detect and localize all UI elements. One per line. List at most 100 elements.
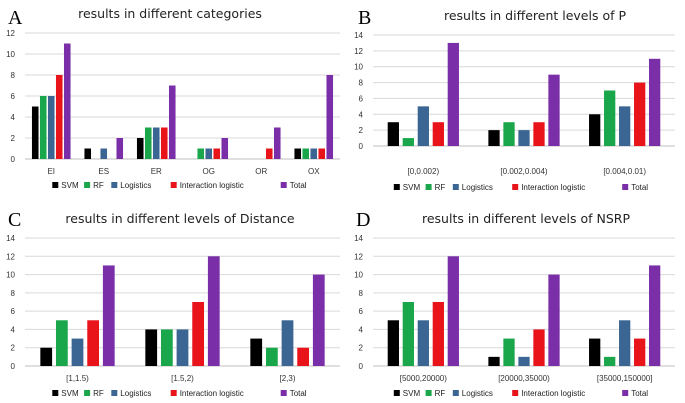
panel-c: C results in different levels of Distanc… [6, 209, 340, 398]
bar-logistics-er [152, 127, 160, 159]
bar-svm--5000-20000- [387, 320, 399, 366]
legend-item-interaction-logistic: Interaction logistic [512, 183, 585, 192]
legend-swatch [84, 390, 91, 396]
bar-total-er [168, 85, 176, 159]
legend-label: Total [631, 389, 648, 398]
bar-total--1-5-2- [207, 256, 220, 366]
legend-label: Interaction logistic [521, 183, 585, 192]
legend-swatch [622, 184, 629, 190]
bar-total-or [273, 127, 281, 159]
bar-total-ei [63, 43, 71, 159]
bar-svm--1-1-5- [40, 347, 53, 366]
y-tick-label: 4 [359, 325, 364, 334]
x-axis-labels: EI ES ER OG OR OX [47, 167, 320, 176]
legend-swatch [111, 182, 118, 188]
legend-swatch [452, 390, 459, 396]
chart-title: results in different categories [78, 6, 262, 21]
bar-interaction-logistic--0-004-0-01- [634, 82, 646, 146]
bar-svm-es [84, 148, 92, 159]
legend-label: Total [290, 389, 307, 398]
legend-swatch [52, 390, 59, 396]
bar-svm--2-3- [250, 338, 263, 366]
y-tick-label: 10 [6, 50, 15, 59]
bar-logistics-es [100, 148, 108, 159]
y-tick-label: 6 [11, 92, 16, 101]
bar-svm--0-0-002- [387, 122, 399, 146]
legend-label: Logistics [462, 389, 493, 398]
bar-rf-og [197, 148, 205, 159]
x-tick-label: [0.004,0.01) [603, 167, 646, 176]
legend-swatch [84, 182, 91, 188]
y-tick-label: 6 [11, 307, 16, 316]
x-tick-label: [1,1.5) [66, 374, 89, 383]
y-tick-label: 10 [354, 271, 363, 280]
bar-interaction-logistic--0-0-002- [432, 122, 444, 146]
bar-total--35000-150000- [649, 265, 661, 366]
x-tick-label: ES [98, 167, 109, 176]
legend-item-logistics: Logistics [111, 389, 151, 398]
bar-logistics--0-0-002- [417, 106, 429, 146]
x-tick-label: OR [255, 167, 267, 176]
bar-interaction-logistic--5000-20000- [432, 302, 444, 366]
bar-interaction-logistic--35000-150000- [634, 338, 646, 366]
bars [31, 43, 334, 159]
bar-interaction-logistic-or [265, 148, 273, 159]
panel-d: D results in different levels of NSRP 0 2… [354, 209, 675, 398]
legend-swatch [111, 390, 118, 396]
bar-logistics--2-3- [281, 320, 294, 366]
y-tick-label: 6 [359, 307, 364, 316]
x-tick-label: [35000,150000] [597, 374, 653, 383]
legend-item-logistics: Logistics [452, 389, 493, 398]
legend-item-interaction-logistic: Interaction logistic [170, 389, 244, 398]
legend-label: Logistics [462, 183, 493, 192]
bar-total-es [116, 138, 124, 159]
legend-item-rf: RF [84, 389, 104, 398]
panel-letter: B [358, 7, 371, 29]
y-tick-label: 0 [359, 142, 364, 151]
legend-item-logistics: Logistics [111, 181, 151, 190]
bar-interaction-logistic--1-1-5- [87, 320, 100, 366]
legend-label: Interaction logistic [180, 181, 244, 190]
bar-rf--35000-150000- [604, 356, 616, 366]
legend-label: Total [631, 183, 648, 192]
legend-item-total: Total [622, 389, 648, 398]
bar-rf--0-004-0-01- [604, 90, 616, 146]
legend-swatch [170, 182, 177, 188]
bar-logistics--35000-150000- [619, 320, 631, 366]
bar-svm--0-002-0-004- [488, 130, 500, 146]
legend-label: RF [93, 389, 104, 398]
legend-label: SVM [61, 389, 79, 398]
bar-total--20000-35000- [548, 274, 560, 366]
bar-svm-ei [31, 106, 39, 159]
bar-rf-er [144, 127, 152, 159]
legend-label: Logistics [120, 389, 151, 398]
y-tick-label: 6 [359, 94, 364, 103]
x-tick-label: [0.002,0.004) [500, 167, 547, 176]
legend-label: SVM [403, 183, 421, 192]
bar-rf--2-3- [265, 347, 278, 366]
legend-label: RF [435, 183, 446, 192]
legend-item-logistics: Logistics [452, 183, 493, 192]
legend-label: Logistics [120, 181, 151, 190]
bar-rf-ox [302, 148, 310, 159]
bar-interaction-logistic-ei [55, 75, 63, 159]
bar-svm-er [136, 138, 144, 159]
chart-title: results in different levels of Distance [65, 211, 294, 226]
y-tick-label: 12 [354, 252, 363, 261]
bar-total--0-004-0-01- [649, 58, 661, 146]
legend-swatch [512, 184, 519, 190]
x-tick-label: OX [308, 167, 320, 176]
legend-swatch [622, 390, 629, 396]
chart-title: results in different levels of NSRP [422, 211, 630, 226]
legend: SVM RF Logistics Interaction logistic Total [52, 389, 307, 398]
bar-total--0-0-002- [447, 42, 459, 146]
bar-total--1-1-5- [102, 265, 115, 366]
legend-swatch [425, 390, 432, 396]
x-axis-labels: [1,1.5) [1.5,2) [2,3) [66, 374, 296, 383]
bar-svm--0-004-0-01- [589, 114, 601, 146]
y-axis-ticks: 0 2 4 6 8 10 12 14 [354, 31, 363, 151]
y-tick-label: 8 [11, 71, 16, 80]
y-tick-label: 2 [359, 344, 364, 353]
bar-logistics-ei [47, 96, 55, 159]
legend-label: Interaction logistic [180, 389, 244, 398]
